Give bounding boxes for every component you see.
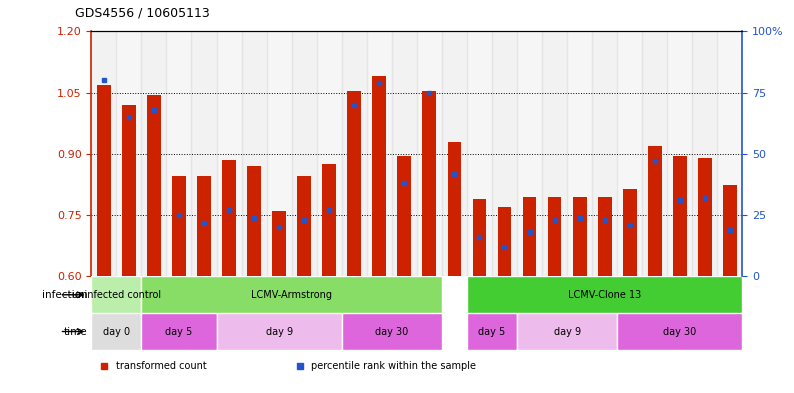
Bar: [617, 31, 642, 276]
Bar: [341, 31, 367, 276]
Bar: [648, 146, 661, 276]
Bar: [472, 199, 487, 276]
Bar: [717, 31, 742, 276]
Bar: [347, 91, 361, 276]
Text: uninfected control: uninfected control: [71, 290, 161, 300]
Bar: [498, 207, 511, 276]
Bar: [97, 84, 110, 276]
Text: infection: infection: [42, 290, 87, 300]
Bar: [548, 197, 561, 276]
Bar: [317, 31, 341, 276]
Bar: [422, 91, 436, 276]
Text: GDS4556 / 10605113: GDS4556 / 10605113: [75, 7, 210, 20]
Bar: [247, 166, 261, 276]
Bar: [141, 276, 442, 313]
Bar: [141, 313, 217, 350]
Bar: [492, 31, 517, 276]
Bar: [467, 313, 517, 350]
Bar: [517, 313, 617, 350]
Bar: [272, 211, 286, 276]
Bar: [147, 95, 161, 276]
Text: LCMV-Armstrong: LCMV-Armstrong: [251, 290, 332, 300]
Bar: [522, 197, 537, 276]
Text: transformed count: transformed count: [116, 360, 206, 371]
Bar: [91, 276, 141, 313]
Text: day 9: day 9: [265, 327, 293, 336]
Bar: [141, 31, 167, 276]
Bar: [517, 31, 542, 276]
Bar: [291, 31, 317, 276]
Bar: [667, 31, 692, 276]
Text: day 30: day 30: [376, 327, 408, 336]
Text: day 9: day 9: [553, 327, 580, 336]
Bar: [567, 31, 592, 276]
Text: day 5: day 5: [478, 327, 506, 336]
Bar: [91, 31, 117, 276]
Bar: [592, 31, 617, 276]
Bar: [222, 160, 236, 276]
Bar: [322, 164, 336, 276]
Bar: [692, 31, 717, 276]
Text: day 0: day 0: [102, 327, 130, 336]
Text: day 30: day 30: [663, 327, 696, 336]
Bar: [191, 31, 217, 276]
Bar: [197, 176, 211, 276]
Bar: [572, 197, 587, 276]
Bar: [398, 156, 411, 276]
Bar: [117, 31, 141, 276]
Bar: [673, 156, 687, 276]
Bar: [417, 31, 442, 276]
Bar: [391, 31, 417, 276]
Bar: [622, 189, 637, 276]
Bar: [448, 141, 461, 276]
Text: LCMV-Clone 13: LCMV-Clone 13: [568, 290, 642, 300]
Bar: [698, 158, 711, 276]
Bar: [297, 176, 311, 276]
Bar: [617, 313, 742, 350]
Bar: [598, 197, 611, 276]
Text: day 5: day 5: [165, 327, 193, 336]
Bar: [217, 313, 341, 350]
Bar: [122, 105, 136, 276]
Bar: [642, 31, 667, 276]
Text: percentile rank within the sample: percentile rank within the sample: [311, 360, 476, 371]
Bar: [172, 176, 186, 276]
Bar: [467, 276, 742, 313]
Bar: [442, 31, 467, 276]
Bar: [467, 31, 492, 276]
Bar: [241, 31, 267, 276]
Bar: [267, 31, 291, 276]
Text: time: time: [64, 327, 87, 336]
Bar: [367, 31, 391, 276]
Bar: [91, 313, 141, 350]
Bar: [167, 31, 191, 276]
Bar: [542, 31, 567, 276]
Bar: [217, 31, 241, 276]
Bar: [723, 185, 737, 276]
Bar: [372, 76, 386, 276]
Bar: [341, 313, 442, 350]
